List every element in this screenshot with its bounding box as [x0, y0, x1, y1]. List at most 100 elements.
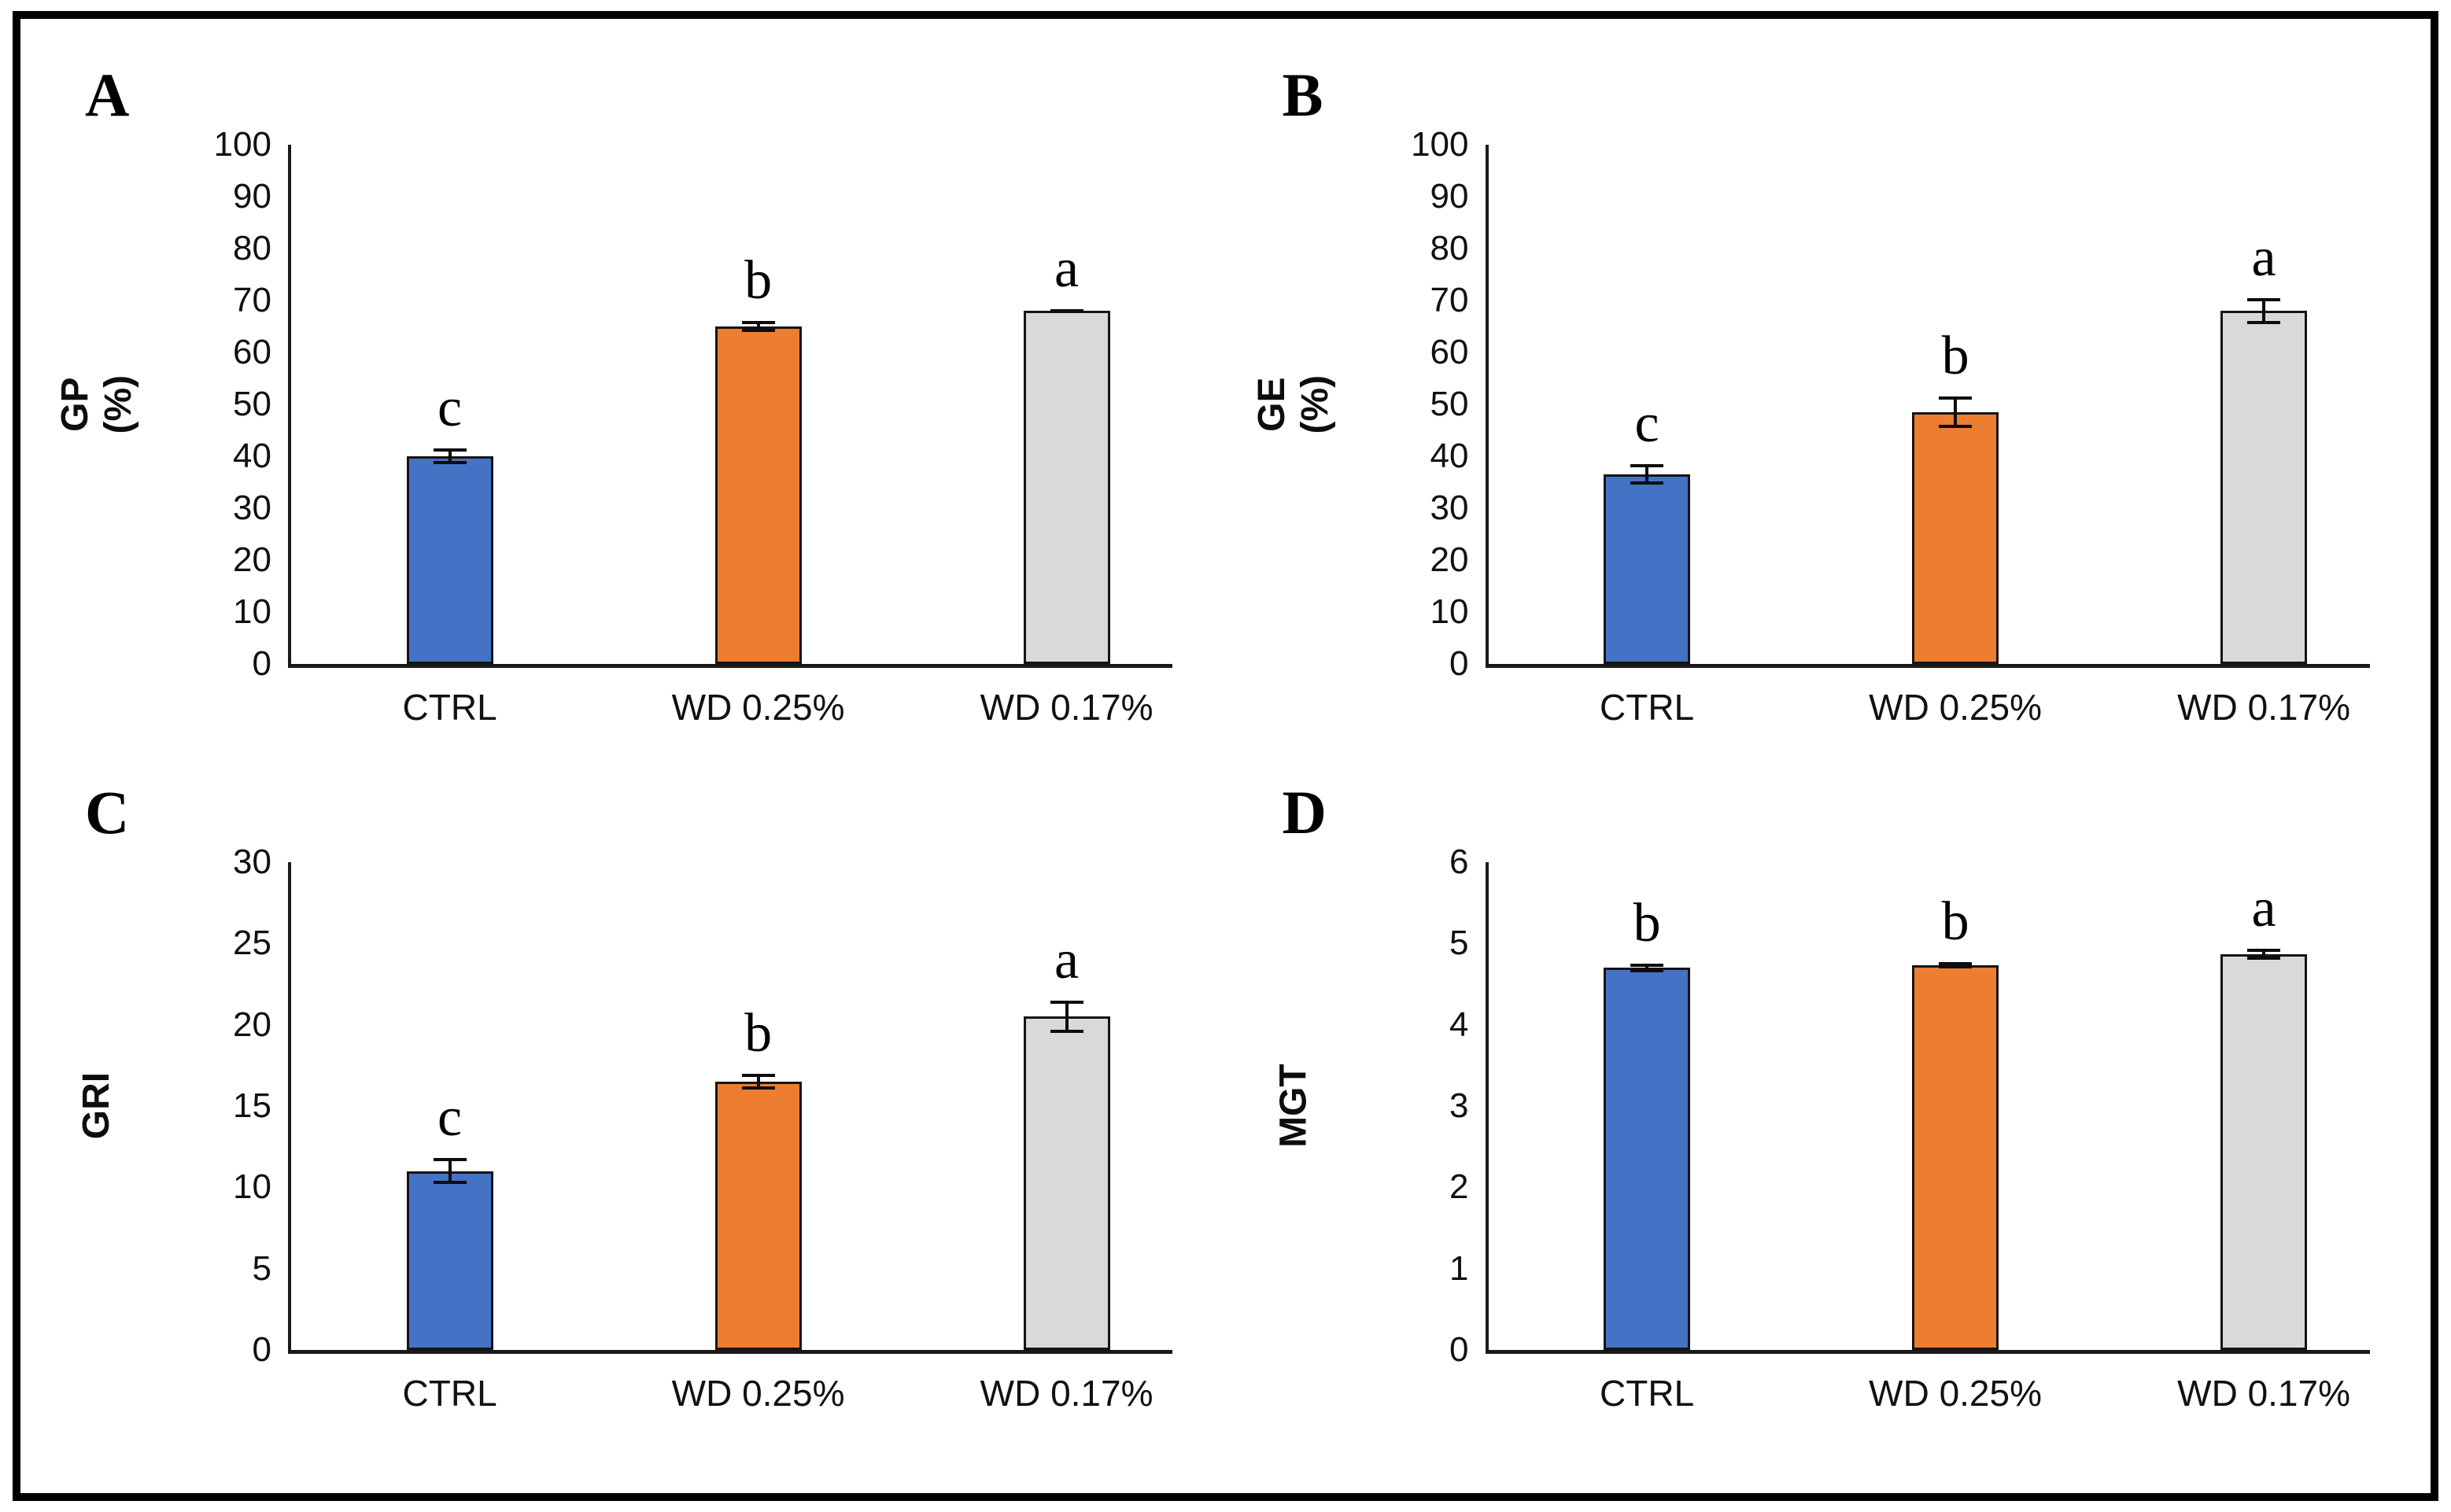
y-tick-label: 60	[233, 333, 271, 371]
error-bar	[2262, 297, 2266, 324]
panel-D: D MGT 0 1 2 3 4 5 6 b CTRL b WD 0.25% a WD 0.17%	[1226, 768, 2423, 1485]
error-bar-cap	[1050, 1030, 1083, 1033]
significance-letter: c	[1634, 393, 1659, 454]
y-tick-label: 0	[1449, 644, 1469, 683]
y-tick-label: 6	[1449, 843, 1469, 881]
y-tick-label: 40	[233, 437, 271, 475]
significance-letter: a	[2251, 877, 2276, 939]
error-bar-cap	[1939, 396, 1973, 400]
y-tick-label: 5	[252, 1248, 271, 1288]
significance-letter: b	[744, 250, 773, 312]
y-tick-label: 30	[1430, 489, 1469, 527]
y-tick-label: 15	[233, 1086, 271, 1125]
y-axis-title: GE (%)	[1235, 145, 1353, 664]
error-bar-cap	[1939, 962, 1973, 966]
error-bar-cap	[741, 328, 775, 332]
y-tick-label: 0	[252, 644, 271, 683]
x-category-label: WD 0.25%	[1869, 687, 2043, 728]
error-bar-cap	[433, 1158, 467, 1162]
significance-letter: b	[1941, 326, 1969, 387]
x-category-label: WD 0.17%	[2177, 687, 2351, 728]
figure-frame: A GP (%) 0 10 20 30 40 50 60 70 80 90 100 c CTRL b WD …	[13, 11, 2438, 1501]
plot-area: 0 5 10 15 20 25 30 c CTRL b WD 0.25% a WD 0.17%	[233, 843, 1172, 1414]
error-bar	[1954, 396, 1958, 428]
y-tick-label: 90	[1430, 177, 1469, 216]
error-bar	[2262, 948, 2266, 960]
y-tick-label: 20	[1430, 540, 1469, 579]
y-tick-label: 1	[1449, 1248, 1469, 1288]
bar-ctrl	[406, 1171, 493, 1350]
error-bar-cap	[433, 1181, 467, 1185]
y-tick-label: 2	[1449, 1167, 1469, 1207]
error-bar	[1065, 1000, 1069, 1033]
y-axis-title-text: MGT	[1272, 1064, 1315, 1149]
y-tick-label: 100	[1411, 125, 1469, 164]
significance-letter: b	[744, 1002, 773, 1064]
panel-B: B GE (%) 0 10 20 30 40 50 60 70 80 90 100 c CTRL b WD …	[1226, 50, 2423, 768]
x-category-label: WD 0.17%	[980, 687, 1154, 728]
y-tick-label: 30	[233, 843, 271, 881]
error-bar	[1954, 962, 1958, 969]
y-tick-label: 100	[213, 125, 271, 164]
y-tick-label: 70	[233, 281, 271, 319]
error-bar-cap	[433, 460, 467, 464]
plot-area: 0 1 2 3 4 5 6 b CTRL b WD 0.25% a WD 0.17%	[1449, 843, 2370, 1414]
panel-letter: C	[85, 778, 130, 846]
x-category-label: CTRL	[1600, 1373, 1695, 1414]
error-bar-cap	[1050, 309, 1083, 313]
error-bar-cap	[741, 1073, 775, 1077]
bar-wd-0-17-	[2220, 311, 2308, 664]
y-tick-label: 4	[1449, 1005, 1469, 1044]
y-tick-label: 10	[233, 1167, 271, 1207]
significance-letter: b	[1633, 893, 1661, 954]
y-axis-title: GRI	[38, 862, 156, 1350]
error-bar-cap	[1939, 424, 1973, 428]
bar-wd-0-25-	[1912, 411, 1999, 664]
error-bar-cap	[433, 448, 467, 452]
plot-area: 0 10 20 30 40 50 60 70 80 90 100 c CTRL b WD 0.25% a WD …	[1411, 125, 2370, 728]
error-bar-cap	[1630, 968, 1664, 972]
significance-letter: c	[437, 1087, 463, 1149]
y-tick-label: 60	[1430, 333, 1469, 371]
error-bar-cap	[1050, 1000, 1083, 1004]
bar-wd-0-25-	[1912, 965, 1999, 1350]
y-axis-title-text: GP (%)	[54, 374, 139, 434]
panel-C: C GRI 0 5 10 15 20 25 30 c CTRL b WD 0.25% a WD 0.17…	[28, 768, 1226, 1485]
x-category-label: WD 0.25%	[671, 1373, 845, 1414]
error-bar	[448, 448, 452, 464]
bar-ctrl	[1604, 474, 1691, 664]
x-category-label: CTRL	[1600, 687, 1695, 728]
plot-area: 0 10 20 30 40 50 60 70 80 90 100 c CTRL b WD 0.25% a WD …	[214, 125, 1172, 728]
y-axis-title-text: GE (%)	[1251, 374, 1337, 434]
error-bar-cap	[2247, 948, 2281, 952]
y-axis-title-text: GRI	[76, 1072, 118, 1140]
y-tick-label: 3	[1449, 1086, 1469, 1125]
x-category-label: WD 0.25%	[671, 687, 845, 728]
panel-letter: D	[1282, 778, 1327, 846]
error-bar	[1645, 964, 1649, 972]
x-category-label: CTRL	[402, 687, 497, 728]
error-bar-cap	[2247, 297, 2281, 301]
x-category-label: WD 0.17%	[2177, 1373, 2351, 1414]
y-axis-title: MGT	[1235, 862, 1353, 1350]
error-bar-cap	[2247, 320, 2281, 324]
significance-letter: a	[2251, 227, 2276, 288]
y-tick-label: 0	[252, 1330, 271, 1369]
significance-letter: b	[1941, 891, 1969, 953]
bar-wd-0-25-	[714, 1082, 802, 1350]
error-bar-cap	[741, 321, 775, 325]
x-category-label: CTRL	[402, 1373, 497, 1414]
y-tick-label: 80	[1430, 229, 1469, 267]
x-category-label: WD 0.25%	[1869, 1373, 2043, 1414]
error-bar	[1645, 463, 1649, 485]
y-tick-label: 80	[233, 229, 271, 267]
panel-letter: A	[85, 61, 130, 129]
bar-ctrl	[406, 456, 493, 664]
y-tick-label: 30	[233, 489, 271, 527]
bar-ctrl	[1604, 968, 1691, 1350]
error-bar	[448, 1158, 452, 1185]
error-bar-cap	[1630, 463, 1664, 467]
y-tick-label: 50	[1430, 385, 1469, 423]
panel-letter: B	[1282, 61, 1323, 129]
y-tick-label: 10	[233, 592, 271, 631]
